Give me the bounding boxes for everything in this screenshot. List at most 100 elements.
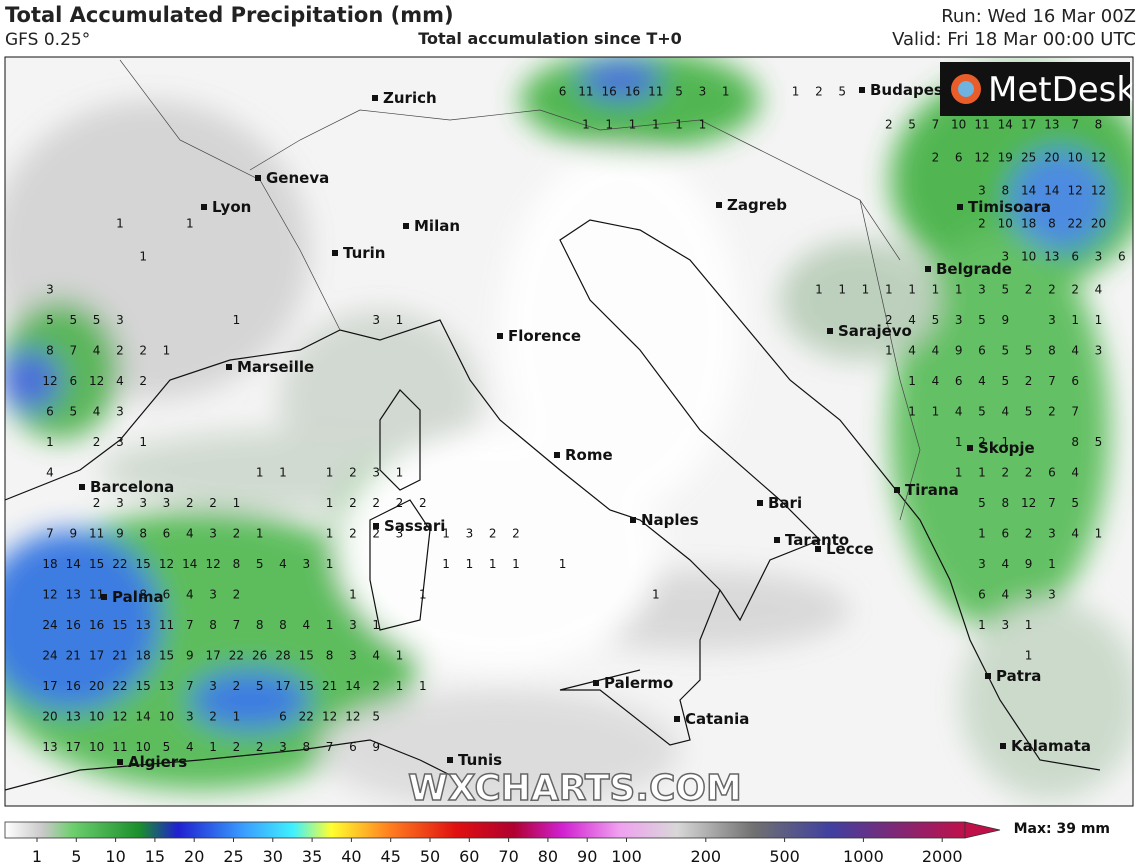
- grid-value: 3: [978, 283, 986, 297]
- grid-value: 2: [372, 527, 380, 541]
- grid-value: 12: [1091, 184, 1106, 198]
- grid-value: 3: [46, 283, 54, 297]
- city-label: Timisoara: [968, 198, 1051, 216]
- grid-value: 2: [1025, 283, 1033, 297]
- grid-value: 14: [998, 118, 1013, 132]
- city-label: Bari: [768, 494, 802, 512]
- grid-value: 5: [675, 85, 683, 99]
- city-marker: [226, 364, 232, 370]
- grid-value: 1: [1095, 527, 1103, 541]
- grid-value: 9: [372, 740, 380, 754]
- grid-value: 1: [163, 344, 171, 358]
- grid-value: 1: [722, 85, 730, 99]
- grid-value: 1: [675, 118, 683, 132]
- grid-value: 4: [955, 405, 963, 419]
- grid-value: 12: [112, 710, 127, 724]
- grid-value: 16: [66, 679, 81, 693]
- grid-value: 5: [372, 710, 380, 724]
- grid-value: 3: [349, 649, 357, 663]
- grid-value: 17: [66, 740, 81, 754]
- grid-value: 3: [116, 435, 124, 449]
- grid-value: 12: [322, 710, 337, 724]
- city-label: Geneva: [266, 169, 329, 187]
- grid-value: 1: [629, 118, 637, 132]
- grid-value: 10: [998, 217, 1013, 231]
- city-marker: [255, 175, 261, 181]
- grid-value: 5: [1001, 283, 1009, 297]
- colorbar-tick-label: 50: [420, 847, 440, 866]
- grid-value: 5: [838, 85, 846, 99]
- grid-value: 3: [116, 496, 124, 510]
- grid-value: 12: [89, 374, 104, 388]
- grid-value: 8: [1001, 496, 1009, 510]
- grid-value: 10: [89, 740, 104, 754]
- grid-value: 6: [955, 374, 963, 388]
- grid-value: 10: [1021, 250, 1036, 264]
- grid-value: 4: [93, 344, 101, 358]
- city-label: Tirana: [905, 481, 959, 499]
- grid-value: 1: [815, 283, 823, 297]
- grid-value: 9: [1001, 313, 1009, 327]
- colorbar-tick-label: 1000: [843, 847, 884, 866]
- valid: Valid: Fri 18 Mar 00:00 UTC: [892, 29, 1136, 50]
- grid-value: 1: [699, 118, 707, 132]
- colorbar-tick-label: 15: [145, 847, 165, 866]
- grid-value: 14: [345, 679, 360, 693]
- grid-value: 13: [1044, 118, 1059, 132]
- grid-value: 6: [559, 85, 567, 99]
- grid-value: 1: [512, 557, 520, 571]
- grid-value: 7: [1048, 496, 1056, 510]
- grid-value: 8: [279, 618, 287, 632]
- colorbar-tick-label: 35: [302, 847, 322, 866]
- max-label: Max: 39 mm: [1014, 821, 1110, 837]
- city-label: Palma: [112, 588, 164, 606]
- grid-value: 14: [1021, 184, 1036, 198]
- grid-value: 6: [1118, 250, 1126, 264]
- city-label: Zurich: [383, 89, 437, 107]
- grid-value: 1: [885, 283, 893, 297]
- colorbar-tick-label: 45: [381, 847, 401, 866]
- grid-value: 13: [66, 588, 81, 602]
- grid-value: 1: [955, 466, 963, 480]
- grid-value: 22: [112, 679, 127, 693]
- grid-value: 5: [1025, 344, 1033, 358]
- grid-value: 10: [136, 740, 151, 754]
- grid-value: 4: [279, 557, 287, 571]
- grid-value: 5: [1095, 435, 1103, 449]
- run: Run: Wed 16 Mar 00Z: [941, 6, 1136, 27]
- grid-value: 3: [209, 679, 217, 693]
- grid-value: 2: [139, 374, 147, 388]
- grid-value: 1: [139, 250, 147, 264]
- grid-value: 1: [862, 283, 870, 297]
- colorbar-tick-label: 80: [538, 847, 558, 866]
- grid-value: 28: [275, 649, 290, 663]
- grid-value: 3: [163, 496, 171, 510]
- grid-value: 1: [908, 405, 916, 419]
- grid-value: 26: [252, 649, 267, 663]
- grid-value: 6: [1048, 466, 1056, 480]
- grid-value: 8: [233, 557, 241, 571]
- grid-value: 24: [42, 618, 57, 632]
- grid-value: 19: [998, 151, 1013, 165]
- city-marker: [630, 517, 636, 523]
- grid-value: 3: [372, 313, 380, 327]
- grid-value: 8: [139, 588, 147, 602]
- grid-value: 2: [419, 496, 427, 510]
- grid-value: 1: [955, 435, 963, 449]
- grid-value: 1: [233, 710, 241, 724]
- city-label: Sarajevo: [838, 322, 912, 340]
- city-marker: [674, 716, 680, 722]
- grid-value: 1: [1025, 618, 1033, 632]
- city-label: Milan: [414, 217, 460, 235]
- grid-value: 7: [1071, 405, 1079, 419]
- grid-value: 20: [89, 679, 104, 693]
- grid-value: 1: [652, 588, 660, 602]
- grid-value: 1: [326, 618, 334, 632]
- grid-value: 2: [815, 85, 823, 99]
- grid-value: 18: [1021, 217, 1036, 231]
- grid-value: 5: [93, 313, 101, 327]
- grid-value: 5: [256, 679, 264, 693]
- grid-value: 3: [139, 496, 147, 510]
- grid-value: 13: [42, 740, 57, 754]
- grid-value: 3: [1001, 250, 1009, 264]
